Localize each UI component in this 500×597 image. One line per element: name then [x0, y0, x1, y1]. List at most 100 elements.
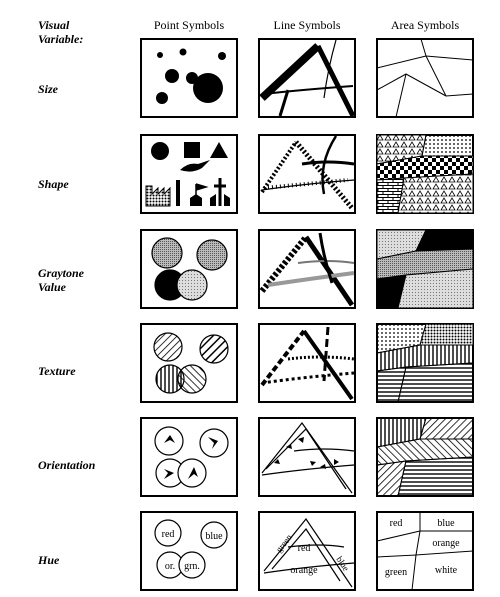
- gray-circle-symbol: [151, 237, 183, 269]
- panel-texture-line: [258, 323, 356, 403]
- panel-size-point: [140, 38, 238, 118]
- hue-label-orange: or.: [165, 561, 175, 572]
- hue-area-label-white: white: [435, 565, 458, 576]
- panel-hue-point: red blue or. grn.: [140, 511, 238, 591]
- panel-shape-line: [258, 134, 356, 214]
- oriented-tick-symbols: [274, 437, 339, 469]
- square-symbol: [184, 142, 200, 158]
- panel-frame: [376, 511, 474, 591]
- panel-size-line: [258, 38, 356, 118]
- row-label-graytone: Graytone: [38, 266, 84, 280]
- line-symbol: [265, 428, 347, 490]
- building-symbol: [210, 194, 230, 206]
- area-symbol: [397, 173, 474, 214]
- line-symbol: [263, 85, 354, 95]
- panel-orientation-point: [140, 417, 238, 497]
- point-symbol: [156, 92, 168, 104]
- circle-symbol: [178, 551, 206, 579]
- hue-label-green: grn.: [184, 561, 200, 572]
- panel-texture-point: [140, 323, 238, 403]
- row-label-orientation: Orientation: [38, 458, 96, 472]
- long-dash-line-symbol: [322, 326, 330, 382]
- panel-frame: [376, 38, 474, 118]
- panel-value-point: [140, 229, 238, 309]
- row-label-value: Value: [38, 280, 67, 294]
- cross-hatched-circle-symbol: [177, 364, 207, 394]
- black-line-symbol: [318, 232, 334, 284]
- hatched-circle-symbol: [153, 332, 183, 362]
- hue-area-label-orange: orange: [432, 538, 460, 549]
- dashed-line-symbol: [260, 329, 306, 387]
- panel-value-line: [258, 229, 356, 309]
- panel-orientation-area: [376, 417, 474, 497]
- gray-line-symbol: [267, 271, 355, 287]
- line-symbol: [261, 464, 355, 476]
- factory-symbol: [145, 185, 171, 207]
- circle-symbol: [154, 426, 184, 456]
- panel-hue-area: red blue orange green white: [376, 511, 474, 591]
- line-symbol: [259, 43, 321, 101]
- circle-symbol: [200, 521, 228, 549]
- hue-area-label-green: green: [385, 567, 407, 578]
- solid-line-symbol: [302, 329, 354, 401]
- circle-symbol: [151, 142, 169, 160]
- area-symbol: [421, 134, 474, 157]
- visual-variable-line2: Variable:: [38, 32, 84, 46]
- hue-area-label-red: red: [390, 518, 403, 529]
- dark-line-symbol: [259, 235, 309, 293]
- point-symbol: [218, 52, 226, 60]
- visual-variable-line1: Visual: [38, 18, 70, 32]
- row-label-shape: Shape: [38, 177, 69, 191]
- point-symbol: [165, 69, 179, 83]
- hue-line-label-orange: orange: [290, 565, 318, 576]
- panel-hue-line: green red blue orange: [258, 511, 356, 591]
- panel-size-area: [376, 38, 474, 118]
- gray-circle-symbol: [196, 239, 228, 271]
- line-symbol: [263, 562, 355, 574]
- point-symbol: [193, 73, 223, 103]
- arrow-symbol: [164, 469, 174, 479]
- chimney-symbol: [176, 180, 180, 206]
- panel-frame: [140, 511, 238, 591]
- point-symbol: [179, 48, 187, 56]
- visual-variable-heading: Visual Variable:: [38, 18, 83, 46]
- line-symbol: [278, 89, 290, 117]
- panel-shape-point: [140, 134, 238, 214]
- line-symbol: [261, 422, 353, 494]
- line-symbol: [323, 39, 337, 99]
- row-label-hue: Hue: [38, 553, 60, 567]
- panel-frame: [258, 511, 356, 591]
- thick-hatched-circle-symbol: [199, 334, 229, 364]
- panel-frame: [258, 229, 356, 309]
- column-heading-area-symbols: Area Symbols: [390, 18, 460, 32]
- panel-orientation-line: [258, 417, 356, 497]
- row-label-texture: Texture: [38, 364, 76, 378]
- line-symbol: [271, 527, 341, 582]
- row-label-size: Size: [38, 82, 59, 96]
- area-boundary: [420, 38, 427, 57]
- line-symbol: [287, 544, 345, 548]
- diagonal-area-symbol: [419, 417, 474, 440]
- arrow-symbol: [188, 467, 198, 479]
- light-gray-circle-symbol: [176, 269, 208, 301]
- panel-shape-area: [376, 134, 474, 214]
- line-symbol: [315, 44, 356, 118]
- panel-value-area: [376, 229, 474, 309]
- horizontal-area-symbol: [397, 362, 474, 403]
- arrow-symbol: [208, 437, 218, 449]
- hue-area-label-blue: blue: [437, 518, 455, 529]
- column-heading-line-symbols: Line Symbols: [273, 18, 341, 32]
- row-label-graytone-value: Graytone Value: [38, 266, 84, 294]
- area-boundary: [376, 530, 421, 542]
- road-line-symbol: [321, 135, 338, 195]
- church-symbol: [190, 194, 202, 206]
- hue-label-blue: blue: [205, 531, 223, 542]
- dotted-line-symbol: [261, 371, 355, 385]
- fine-dotted-line-symbol: [287, 355, 355, 361]
- hatched-line-symbol: [294, 140, 354, 210]
- triangle-symbol: [210, 142, 228, 158]
- dense-area-symbol: [419, 323, 474, 346]
- panel-frame: [258, 38, 356, 118]
- cross-symbol: [214, 178, 226, 206]
- double-line-symbol: [301, 160, 355, 166]
